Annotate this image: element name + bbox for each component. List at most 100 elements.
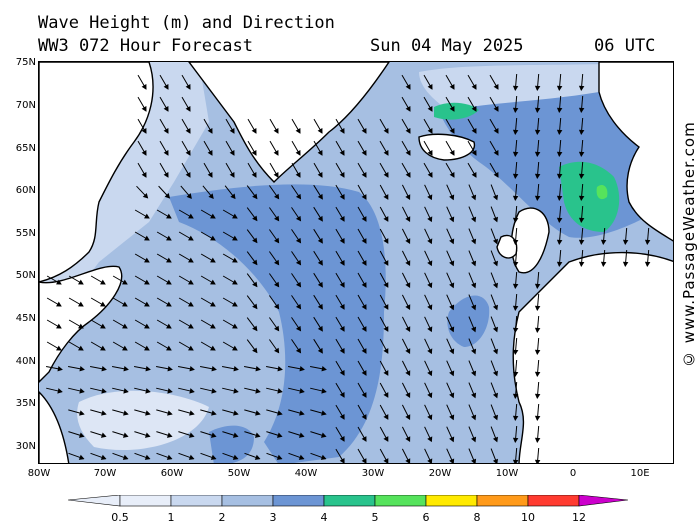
wave-arrow-head <box>339 260 345 266</box>
wave-arrow-head <box>405 238 411 245</box>
wave-arrow-head <box>405 260 411 267</box>
wave-arrow-head <box>186 193 192 199</box>
wave-arrow-head <box>295 347 302 354</box>
wave-arrow-head <box>56 345 62 351</box>
wave-arrow-head <box>100 279 106 285</box>
wave-arrow-head <box>299 388 305 394</box>
wave-arrow-head <box>163 128 169 134</box>
wave-arrow-head <box>534 371 541 378</box>
wave-arrow-head <box>534 305 541 312</box>
wave-arrow-head <box>276 454 283 460</box>
wave-arrow-head <box>449 326 455 333</box>
wave-direction-arrows <box>46 73 651 463</box>
wave-arrow-head <box>317 150 323 156</box>
wave-arrow-head <box>141 172 147 178</box>
wave-arrow-head <box>185 106 191 112</box>
wave-arrow-head <box>232 257 238 263</box>
wave-arrow-head <box>512 151 519 158</box>
wave-arrow-head <box>471 304 477 311</box>
wave-arrow-head <box>493 84 499 90</box>
wave-arrow-head <box>471 238 477 245</box>
wave-map <box>38 61 674 464</box>
wave-arrow-head <box>492 392 499 399</box>
wave-arrow-head <box>534 107 541 114</box>
wave-arrow-head <box>534 283 541 290</box>
wave-arrow-head <box>449 238 455 245</box>
wave-arrow-head <box>144 454 151 460</box>
wave-arrow-head <box>493 150 499 156</box>
wave-arrow-head <box>233 410 239 416</box>
wave-arrow-head <box>339 216 345 222</box>
lat-label: 30N <box>15 441 36 452</box>
wave-arrow-head <box>166 213 172 219</box>
wave-arrow-head <box>492 216 499 223</box>
legend-label: 4 <box>320 511 328 524</box>
wave-arrow-head <box>512 239 519 246</box>
wave-arrow-head <box>252 325 258 332</box>
wave-arrow-head <box>185 128 191 134</box>
wave-arrow-head <box>295 325 302 332</box>
wave-arrow-head <box>317 259 323 266</box>
wave-arrow-head <box>122 301 128 307</box>
wave-arrow-head <box>100 301 106 307</box>
wave-arrow-head <box>512 283 519 290</box>
wave-arrow-head <box>361 238 367 244</box>
wave-arrow-head <box>427 150 433 156</box>
wave-arrow-head <box>644 261 651 268</box>
forecast-time: 06 UTC <box>594 36 656 56</box>
wave-arrow-head <box>189 388 195 394</box>
wave-arrow-head <box>361 326 367 332</box>
wave-arrow-head <box>166 279 172 285</box>
wave-arrow-head <box>578 261 585 268</box>
wave-arrow-head <box>166 235 172 241</box>
wave-arrow-head <box>144 257 150 263</box>
wave-arrow-head <box>534 129 541 136</box>
wave-arrow-head <box>578 85 585 92</box>
wave-arrow-head <box>252 259 258 266</box>
wave-arrow-head <box>512 129 519 136</box>
wave-arrow-head <box>383 348 389 354</box>
wave-arrow-head <box>144 432 151 438</box>
wave-arrow-head <box>145 410 151 416</box>
wave-arrow-head <box>361 370 367 376</box>
wave-arrow-head <box>534 327 541 334</box>
wave-arrow-head <box>211 365 217 372</box>
wave-arrow-head <box>232 279 238 285</box>
wave-arrow-head <box>449 216 455 223</box>
wave-arrow-head <box>361 282 367 288</box>
wave-arrow-head <box>79 388 85 394</box>
wave-arrow-head <box>317 172 323 178</box>
forecast-date: Sun 04 May 2025 <box>370 36 524 56</box>
legend-label: 0.5 <box>111 511 129 524</box>
wave-arrow-head <box>185 84 191 90</box>
wave-arrow-head <box>471 348 477 355</box>
wave-arrow-head <box>383 436 389 442</box>
wave-arrow-head <box>492 436 499 443</box>
legend-label: 1 <box>167 511 175 524</box>
wave-arrow-head <box>142 192 149 199</box>
wave-arrow-head <box>144 279 150 285</box>
wave-arrow-head <box>383 304 389 310</box>
wave-arrow-head <box>295 259 302 266</box>
wave-arrow-head <box>100 345 106 351</box>
wave-arrow-head <box>492 348 499 355</box>
wave-arrow-head <box>405 458 411 463</box>
wave-arrow-head <box>100 323 106 329</box>
wave-arrow-head <box>493 106 499 112</box>
wave-arrow-head <box>339 458 345 463</box>
wave-arrow-head <box>210 235 216 241</box>
wave-arrow-head <box>189 365 195 372</box>
lat-label: 55N <box>15 228 36 239</box>
wave-arrow-head <box>100 432 107 438</box>
wave-arrow-head <box>295 172 301 178</box>
wave-arrow-head <box>229 172 235 178</box>
wave-arrow-head <box>255 388 261 394</box>
lon-label: 70W <box>93 468 117 479</box>
wave-arrow-head <box>449 260 455 267</box>
wave-arrow-head <box>141 150 147 156</box>
wave-arrow-head <box>512 195 519 202</box>
wave-arrow-head <box>339 304 345 310</box>
lon-label: 50W <box>227 468 251 479</box>
wave-arrow-head <box>57 365 63 372</box>
wave-arrow-head <box>512 437 519 444</box>
